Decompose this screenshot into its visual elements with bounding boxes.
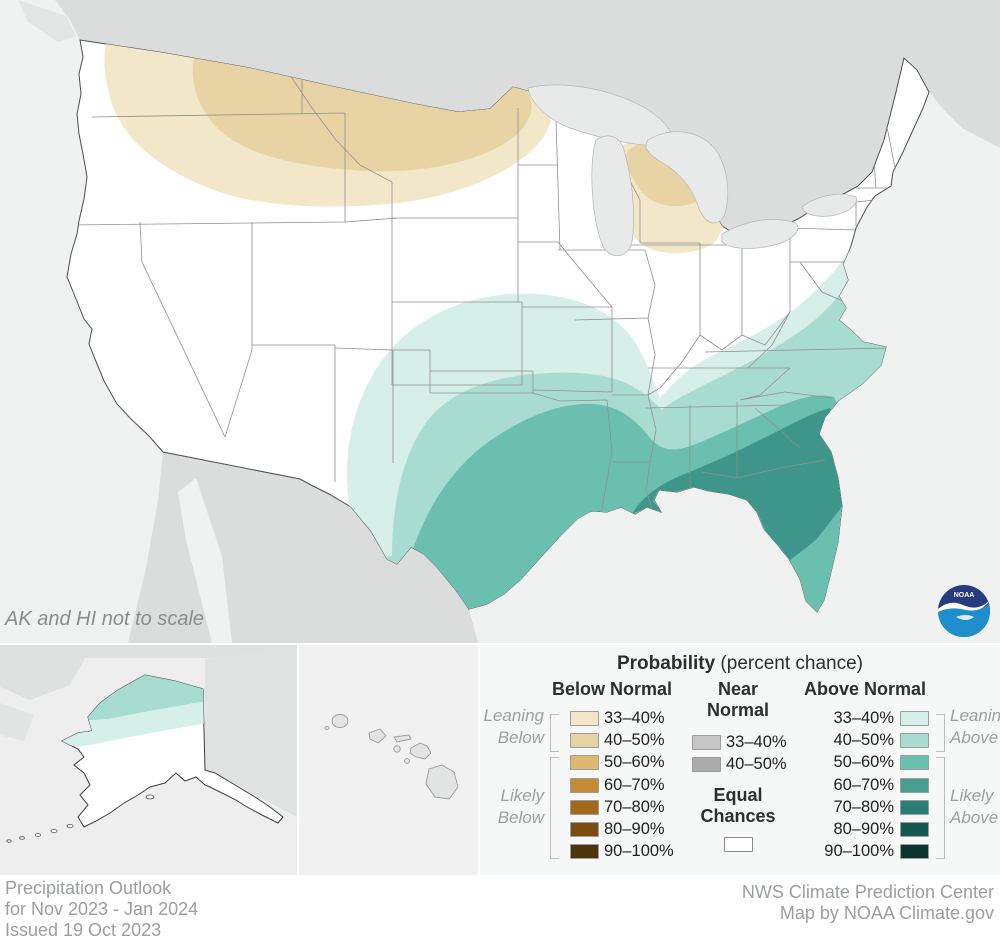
legend-title: Probability (percent chance) [616, 653, 864, 674]
russia-landmass [0, 645, 92, 700]
above-normal-region-60-70 [632, 408, 844, 561]
island-maui [409, 742, 432, 760]
hawaii-inset-svg [299, 645, 478, 875]
above-swatch-80-90 [900, 822, 929, 837]
equal-chances-header: Equal Chances [700, 785, 776, 826]
equal-chances-swatch [724, 837, 753, 852]
aleutian-islands [6, 794, 155, 843]
likely-below-bracket [550, 757, 559, 859]
below-swatch-70-80 [570, 800, 599, 815]
conus-map-svg [18, 0, 1000, 643]
near-swatch-33-40 [692, 735, 721, 750]
leaning-below-bracket [550, 714, 559, 752]
likely-below-annotation: Likely Below [497, 786, 544, 827]
russia-landmass-south [0, 703, 34, 741]
legend-row: 70–80% [810, 798, 930, 816]
noaa-logo: NOAA [938, 585, 990, 637]
alaska-inset [0, 645, 297, 875]
below-swatch-60-70 [570, 778, 599, 793]
canada-landmass [55, 0, 1000, 240]
footer-line: Issued 19 Oct 2023 [5, 920, 162, 938]
conus-map: AK and HI not to scale NOAA [0, 0, 1000, 643]
island-niihau [324, 726, 330, 730]
below-swatch-50-60 [570, 755, 599, 770]
below-swatch-33-40 [570, 711, 599, 726]
above-swatch-33-40 [900, 711, 929, 726]
legend-row: 80–90% [810, 820, 930, 838]
above-swatch-70-80 [900, 800, 929, 815]
footer-title-block: Precipitation Outlook for Nov 2023 - Jan… [5, 878, 198, 938]
below-swatch-80-90 [570, 822, 599, 837]
lake-ontario [801, 193, 857, 217]
alaska-above-40-50 [80, 675, 207, 721]
hawaii-inset [299, 645, 478, 875]
near-normal-header: Near Normal [706, 679, 769, 720]
footer-line: NWS Climate Prediction Center [741, 882, 994, 902]
island-hawaii [425, 764, 459, 800]
above-swatch-60-70 [900, 778, 929, 793]
island-kahoolawe [404, 758, 410, 764]
legend-row: 60–70% [810, 776, 930, 794]
canada-landmass-inset [205, 645, 297, 817]
legend-row: 40–50% [810, 731, 930, 749]
alaska-inset-svg [0, 645, 297, 875]
leaning-below-annotation: Leaning Below [483, 706, 544, 747]
scale-note: AK and HI not to scale [5, 608, 205, 630]
probability-legend: Probability (percent chance) Below Norma… [480, 645, 1000, 875]
below-swatch-90-100 [570, 844, 599, 859]
noaa-logo-text: NOAA [954, 592, 975, 599]
above-swatch-50-60 [900, 755, 929, 770]
gulf-of-california [178, 478, 232, 643]
footer-line: Precipitation Outlook [5, 878, 172, 898]
likely-above-bracket [936, 757, 945, 859]
below-swatch-40-50 [570, 733, 599, 748]
below-normal-header: Below Normal [551, 679, 673, 699]
legend-row: 90–100% [810, 842, 930, 860]
hawaii-islands [324, 714, 459, 800]
great-lakes [527, 84, 857, 256]
above-normal-header: Above Normal [803, 679, 927, 699]
near-swatch-40-50 [692, 757, 721, 772]
legend-row: 33–40% [810, 709, 930, 727]
legend-row: 50–60% [810, 753, 930, 771]
vancouver-island [18, 0, 76, 42]
leaning-above-bracket [936, 714, 945, 752]
footer-line: for Nov 2023 - Jan 2024 [5, 899, 199, 919]
island-molokai [393, 734, 412, 743]
above-swatch-40-50 [900, 733, 929, 748]
footer-credit-block: NWS Climate Prediction Center Map by NOA… [742, 882, 994, 924]
island-kauai [331, 714, 349, 728]
lake-huron [645, 131, 729, 224]
state-borders [69, 74, 896, 521]
lake-michigan [591, 135, 634, 256]
lake-erie [721, 219, 799, 249]
alaska-above-33-40 [62, 701, 207, 747]
island-oahu [368, 728, 387, 744]
footer-line: Map by NOAA Climate.gov [779, 903, 994, 923]
leaning-above-annotation: LeaningAbove [950, 706, 1000, 747]
likely-above-annotation: Likely Above [950, 786, 999, 827]
footer: Precipitation Outlook for Nov 2023 - Jan… [0, 875, 1000, 938]
above-swatch-90-100 [900, 844, 929, 859]
island-lanai [393, 745, 401, 753]
